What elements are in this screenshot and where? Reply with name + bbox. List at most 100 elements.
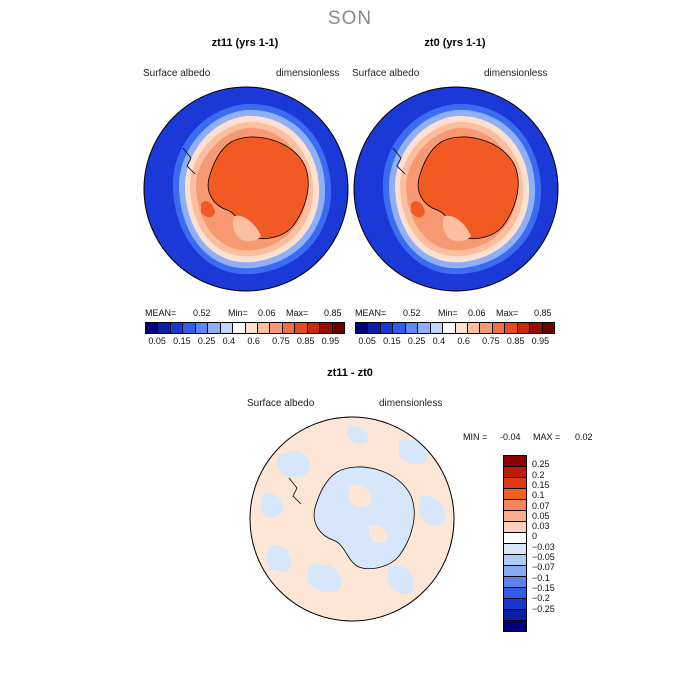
panel-2-title: zt0 (yrs 1-1) bbox=[424, 37, 486, 49]
colorbar-swatch bbox=[233, 323, 246, 333]
colorbar-swatch bbox=[220, 323, 234, 333]
colorbar-swatch bbox=[505, 323, 518, 333]
colorbar-tick-label: 0.05 bbox=[358, 336, 376, 346]
colorbar-swatch bbox=[443, 323, 456, 333]
colorbar-tick-label: −0.15 bbox=[532, 582, 555, 593]
colorbar-swatch bbox=[393, 323, 406, 333]
panel-1-mean-label: MEAN= bbox=[145, 308, 177, 318]
panel-2-colorbar-ticks: 0.05 0.15 0.25 0.4 0.6 0.75 0.85 0.95 bbox=[355, 336, 555, 348]
colorbar-tick-label: 0.03 bbox=[532, 521, 550, 532]
colorbar-tick-label: 0.85 bbox=[506, 336, 525, 346]
season-title: SON bbox=[327, 8, 373, 29]
colorbar-tick-label: 0.4 bbox=[432, 336, 446, 346]
panel-1-max-label: Max= bbox=[286, 308, 309, 318]
diff-min-label: MIN = bbox=[463, 432, 488, 442]
panel-2-unit-label: dimensionless bbox=[484, 68, 548, 79]
colorbar-swatch bbox=[356, 323, 369, 333]
colorbar-swatch bbox=[195, 323, 209, 333]
panel-1-unit-label: dimensionless bbox=[276, 68, 340, 79]
colorbar-tick-label: 0 bbox=[532, 531, 538, 542]
colorbar-swatch bbox=[504, 588, 526, 599]
colorbar-swatch bbox=[504, 599, 526, 610]
colorbar-swatch bbox=[307, 323, 321, 333]
colorbar-swatch bbox=[504, 533, 526, 544]
colorbar-tick-label: 0.25 bbox=[407, 336, 426, 346]
panel-2-var-label: Surface albedo bbox=[352, 68, 420, 79]
panel-2-max-label: Max= bbox=[496, 308, 519, 318]
colorbar-tick-label: −0.07 bbox=[532, 562, 555, 573]
colorbar-swatch bbox=[504, 456, 526, 467]
colorbar-swatch bbox=[245, 323, 258, 333]
panel-2-mean-value: 0.52 bbox=[403, 308, 421, 318]
panel-2-min-label: Min= bbox=[438, 308, 458, 318]
colorbar-tick-label: 0.75 bbox=[482, 336, 500, 346]
colorbar-swatch bbox=[517, 323, 531, 333]
panel-1-mean-value: 0.52 bbox=[193, 308, 211, 318]
colorbar-swatch bbox=[257, 323, 271, 333]
diff-title: zt11 - zt0 bbox=[327, 367, 373, 379]
colorbar-tick-label: 0.85 bbox=[296, 336, 315, 346]
colorbar-tick-label: −0.05 bbox=[532, 552, 555, 562]
diff-min-value: -0.04 bbox=[500, 432, 521, 442]
panel-1-max-value: 0.85 bbox=[324, 308, 342, 318]
panel-1-title: zt11 (yrs 1-1) bbox=[211, 37, 279, 49]
colorbar-swatch bbox=[504, 467, 526, 478]
colorbar-swatch bbox=[270, 323, 283, 333]
panel-2-min-value: 0.06 bbox=[468, 308, 486, 318]
colorbar-tick-label: −0.25 bbox=[532, 603, 555, 614]
colorbar-tick-label: 0.2 bbox=[532, 469, 545, 480]
colorbar-swatch bbox=[504, 544, 526, 555]
colorbar-swatch bbox=[542, 323, 554, 333]
panel-2-colorbar bbox=[355, 322, 555, 334]
panel-1-map bbox=[143, 86, 349, 292]
colorbar-swatch bbox=[504, 610, 526, 621]
diff-map bbox=[249, 416, 455, 622]
colorbar-swatch bbox=[504, 522, 526, 533]
colorbar-swatch bbox=[183, 323, 196, 333]
colorbar-tick-label: 0.4 bbox=[222, 336, 236, 346]
colorbar-swatch bbox=[504, 621, 526, 631]
colorbar-tick-label: 0.05 bbox=[148, 336, 166, 346]
colorbar-tick-label: 0.15 bbox=[383, 336, 401, 346]
diff-max-value: 0.02 bbox=[575, 432, 593, 442]
colorbar-swatch bbox=[295, 323, 308, 333]
colorbar-swatch bbox=[146, 323, 159, 333]
colorbar-swatch bbox=[504, 511, 526, 522]
colorbar-tick-label: 0.75 bbox=[272, 336, 290, 346]
panel-1-colorbar-ticks: 0.05 0.15 0.25 0.4 0.6 0.75 0.85 0.95 bbox=[145, 336, 345, 348]
colorbar-tick-label: 0.1 bbox=[532, 490, 545, 501]
panel-1-min-value: 0.06 bbox=[258, 308, 276, 318]
colorbar-swatch bbox=[282, 323, 296, 333]
panel-2-mean-label: MEAN= bbox=[355, 308, 387, 318]
colorbar-swatch bbox=[467, 323, 481, 333]
colorbar-swatch bbox=[158, 323, 171, 333]
colorbar-tick-label: 0.25 bbox=[197, 336, 216, 346]
colorbar-tick-label: −0.03 bbox=[532, 541, 555, 552]
diff-var-label: Surface albedo bbox=[247, 398, 315, 409]
colorbar-tick-label: −0.1 bbox=[532, 572, 550, 583]
colorbar-swatch bbox=[504, 478, 526, 489]
panel-1-colorbar bbox=[145, 322, 345, 334]
panel-1-min-label: Min= bbox=[228, 308, 248, 318]
diff-unit-label: dimensionless bbox=[379, 398, 443, 409]
colorbar-swatch bbox=[418, 323, 431, 333]
colorbar-swatch bbox=[405, 323, 419, 333]
colorbar-swatch bbox=[170, 323, 184, 333]
colorbar-tick-label: 0.07 bbox=[532, 500, 550, 511]
colorbar-tick-label: 0.95 bbox=[531, 336, 550, 346]
colorbar-tick-label: 0.6 bbox=[457, 336, 470, 346]
colorbar-tick-label: 0.05 bbox=[532, 510, 550, 521]
colorbar-swatch bbox=[480, 323, 493, 333]
colorbar-swatch bbox=[504, 555, 526, 566]
colorbar-swatch bbox=[380, 323, 394, 333]
panel-2-map bbox=[353, 86, 559, 292]
colorbar-swatch bbox=[455, 323, 468, 333]
diff-max-label: MAX = bbox=[533, 432, 561, 442]
colorbar-swatch bbox=[430, 323, 444, 333]
colorbar-swatch bbox=[504, 489, 526, 500]
colorbar-tick-label: 0.95 bbox=[321, 336, 340, 346]
colorbar-tick-label: 0.15 bbox=[173, 336, 191, 346]
colorbar-swatch bbox=[504, 577, 526, 588]
colorbar-tick-label: 0.15 bbox=[532, 479, 550, 490]
colorbar-swatch bbox=[320, 323, 333, 333]
